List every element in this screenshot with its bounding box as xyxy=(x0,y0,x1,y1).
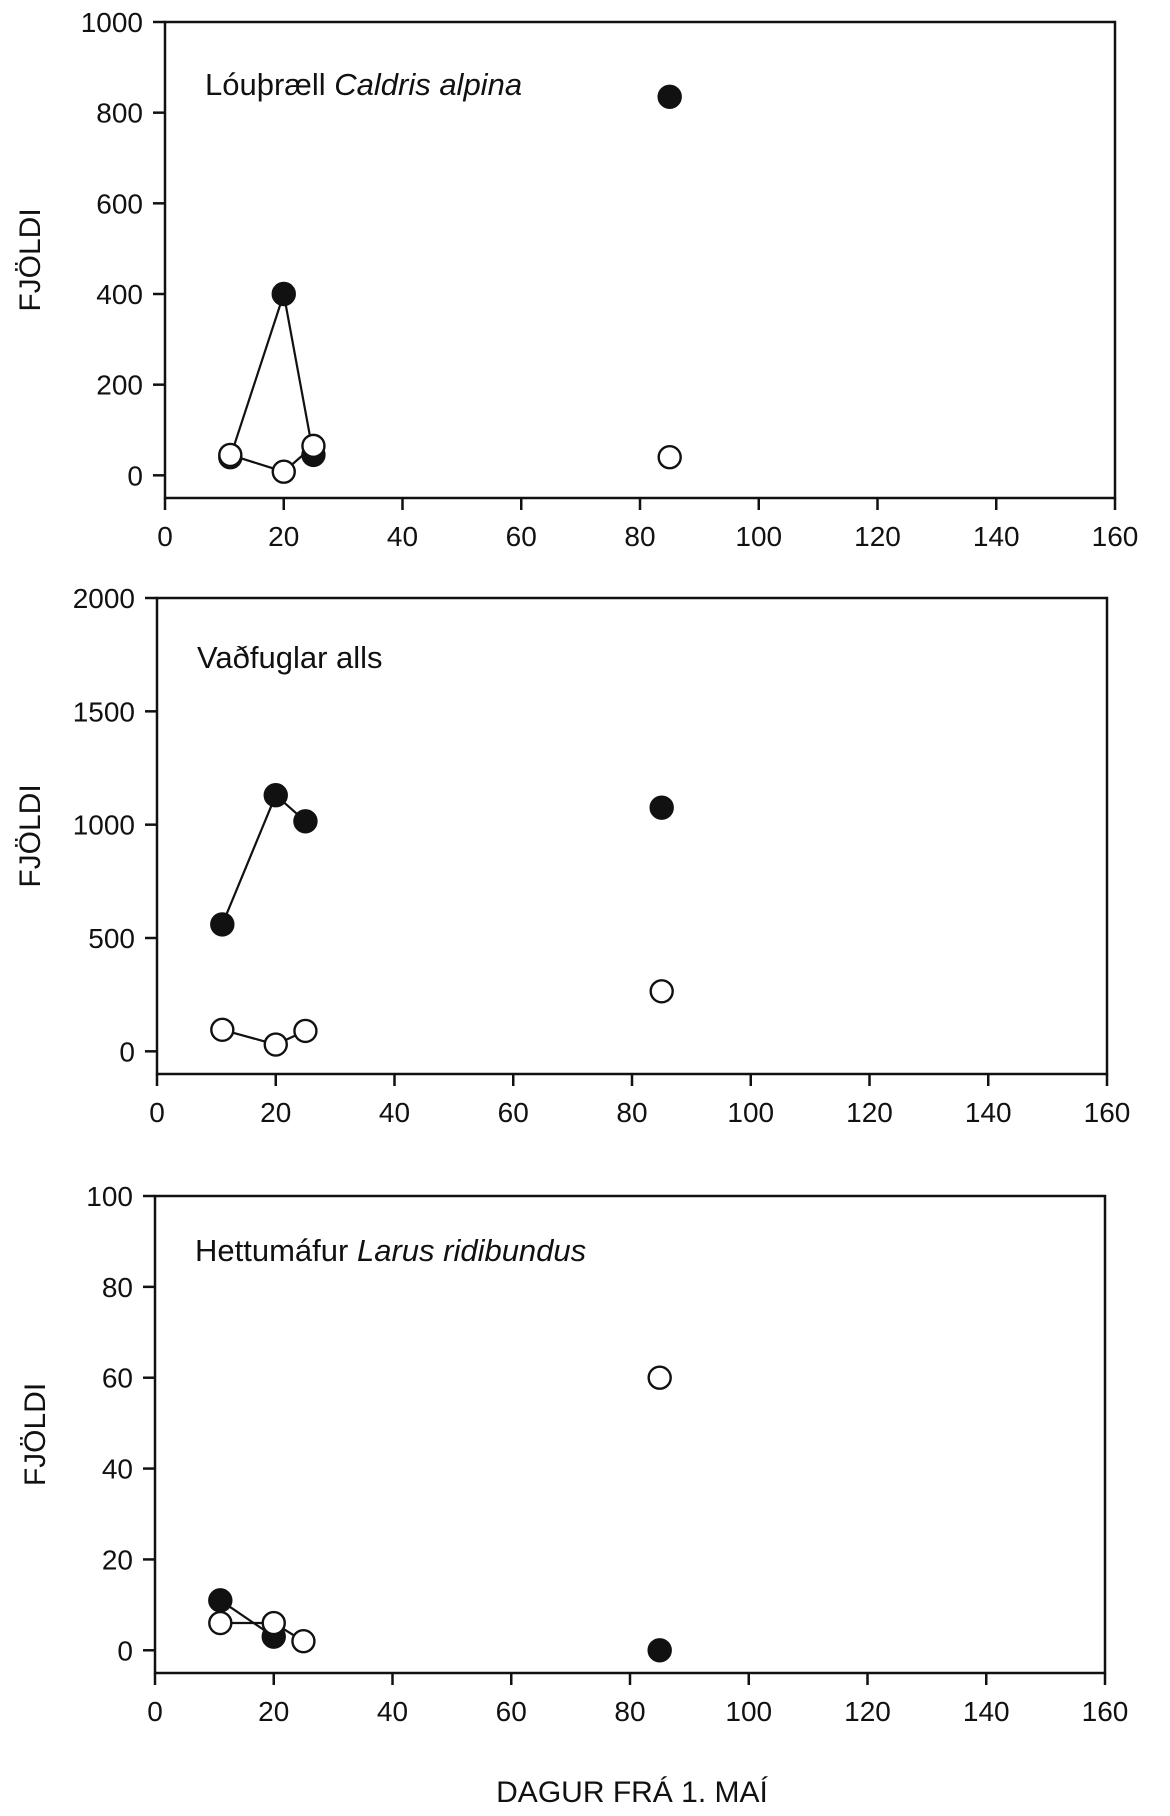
data-point-filled xyxy=(210,912,235,937)
x-tick-label: 80 xyxy=(616,1097,647,1128)
y-tick-label: 500 xyxy=(88,923,135,954)
y-tick-label: 0 xyxy=(117,1635,133,1666)
x-tick-label: 120 xyxy=(846,1097,893,1128)
y-tick-label: 0 xyxy=(127,460,143,491)
panel-title: Lóuþræll Caldris alpina xyxy=(205,67,522,102)
data-point-open xyxy=(271,459,296,484)
x-tick-label: 20 xyxy=(260,1097,291,1128)
y-tick-label: 80 xyxy=(102,1272,133,1303)
x-tick-label: 60 xyxy=(498,1097,529,1128)
data-point-filled xyxy=(647,1638,672,1663)
x-tick-label: 100 xyxy=(735,521,782,552)
panel-title-common-name: Hettumáfur xyxy=(195,1233,348,1268)
panel-dunlin: 0 20 40 60 80 100 120 140 160 0 200 400 600 800 1000 FJ… xyxy=(14,7,1138,552)
panel-title: Vaðfuglar alls xyxy=(197,640,383,675)
data-point-open xyxy=(657,445,682,470)
x-axis-label: DAGUR FRÁ 1. MAÍ xyxy=(496,1776,768,1809)
x-tick-label: 140 xyxy=(963,1696,1010,1727)
panel-waders-total: 0 20 40 60 80 100 120 140 160 0 500 1000 1500 2000 FJÖ… xyxy=(14,583,1130,1128)
data-point-open xyxy=(647,1365,672,1390)
data-point-filled xyxy=(271,281,296,307)
data-point-open xyxy=(210,1017,235,1043)
panel-title-common-name: Lóuþræll xyxy=(205,67,326,102)
series-line-open xyxy=(229,445,315,473)
y-tick-label: 20 xyxy=(102,1544,133,1575)
y-tick-label: 2000 xyxy=(73,583,135,614)
data-point-filled xyxy=(208,1588,233,1613)
data-point-open xyxy=(261,1610,286,1636)
data-point-filled xyxy=(649,795,674,820)
data-point-open xyxy=(218,442,243,468)
y-tick-label: 1000 xyxy=(73,810,135,841)
panel-title-latin-name: Larus ridibundus xyxy=(348,1233,586,1268)
x-tick-label: 0 xyxy=(157,521,173,552)
x-tick-label: 60 xyxy=(496,1696,527,1727)
y-tick-label: 60 xyxy=(102,1363,133,1394)
y-tick-label: 600 xyxy=(96,188,143,219)
x-tick-label: 100 xyxy=(727,1097,774,1128)
x-tick-label: 60 xyxy=(506,521,537,552)
x-tick-label: 40 xyxy=(377,1696,408,1727)
panel-title-latin-name: Caldris alpina xyxy=(326,67,522,102)
x-tick-label: 0 xyxy=(147,1696,163,1727)
data-point-open xyxy=(291,1628,316,1654)
data-point-open xyxy=(301,433,326,459)
x-tick-label: 80 xyxy=(614,1696,645,1727)
y-tick-label: 0 xyxy=(119,1036,135,1067)
data-point-open xyxy=(649,979,674,1004)
data-point-open xyxy=(293,1018,318,1044)
y-axis-label: FJÖLDI xyxy=(14,784,47,887)
y-axis-label: FJÖLDI xyxy=(19,1383,52,1486)
y-tick-label: 1500 xyxy=(73,696,135,727)
y-tick-label: 200 xyxy=(96,370,143,401)
data-point-filled xyxy=(263,783,288,808)
y-axis-label: FJÖLDI xyxy=(14,208,47,311)
series-line-filled xyxy=(229,293,315,458)
x-tick-label: 20 xyxy=(258,1696,289,1727)
y-tick-label: 800 xyxy=(96,98,143,129)
x-tick-label: 40 xyxy=(379,1097,410,1128)
data-point-open xyxy=(208,1610,233,1636)
data-point-filled xyxy=(657,84,682,110)
x-tick-label: 160 xyxy=(1082,1696,1129,1727)
panel-black-headed-gull: 0 20 40 60 80 100 120 140 160 0 20 40 60 80 100 FJÖLDI H… xyxy=(19,1181,1128,1727)
x-tick-label: 160 xyxy=(1092,521,1139,552)
x-tick-label: 80 xyxy=(624,521,655,552)
x-tick-label: 120 xyxy=(844,1696,891,1727)
data-point-filled xyxy=(293,809,318,834)
series-line-filled xyxy=(221,793,307,925)
x-tick-label: 140 xyxy=(973,521,1020,552)
x-tick-label: 140 xyxy=(965,1097,1012,1128)
data-point-open xyxy=(263,1032,288,1057)
x-tick-label: 100 xyxy=(725,1696,772,1727)
y-tick-label: 400 xyxy=(96,279,143,310)
x-tick-label: 0 xyxy=(149,1097,165,1128)
y-tick-label: 1000 xyxy=(81,7,143,38)
panel-title: Hettumáfur Larus ridibundus xyxy=(195,1233,586,1268)
y-tick-label: 100 xyxy=(86,1181,133,1212)
x-tick-label: 120 xyxy=(854,521,901,552)
panel-title-common-name: Vaðfuglar alls xyxy=(197,640,383,675)
x-tick-label: 160 xyxy=(1084,1097,1131,1128)
y-tick-label: 40 xyxy=(102,1454,133,1485)
x-tick-label: 20 xyxy=(268,521,299,552)
x-tick-label: 40 xyxy=(387,521,418,552)
